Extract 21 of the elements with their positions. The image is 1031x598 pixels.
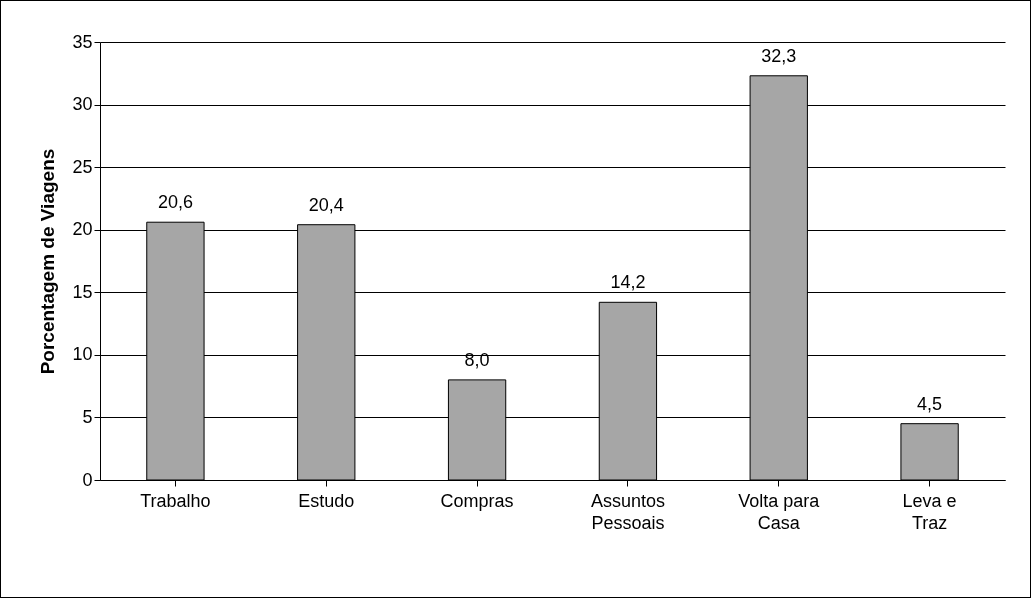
data-label: 14,2 xyxy=(610,272,646,293)
data-label: 32,3 xyxy=(761,45,797,66)
y-tick-label: 10 xyxy=(72,344,93,365)
y-tick-label: 0 xyxy=(82,469,93,490)
y-axis-title: Porcentagem de Viagens xyxy=(37,148,59,375)
x-tick-label: Volta para Casa xyxy=(738,490,821,533)
data-label: 8,0 xyxy=(464,349,490,370)
y-tick-label: 35 xyxy=(72,31,93,52)
x-tick-label: Assuntos Pessoais xyxy=(590,490,665,533)
y-tick-label: 5 xyxy=(82,406,93,427)
x-tick-label: Leva e Traz xyxy=(902,490,957,533)
x-tick-label: Trabalho xyxy=(140,490,211,511)
x-tick-label: Estudo xyxy=(298,490,355,511)
y-tick-label: 20 xyxy=(72,219,93,240)
data-label: 20,4 xyxy=(308,194,344,215)
data-label: 20,6 xyxy=(157,192,193,213)
y-tick-label: 30 xyxy=(72,94,93,115)
x-tick-label: Compras xyxy=(440,490,514,511)
data-label: 4,5 xyxy=(917,393,943,414)
y-tick-label: 25 xyxy=(72,156,93,177)
y-tick-label: 15 xyxy=(72,281,93,302)
